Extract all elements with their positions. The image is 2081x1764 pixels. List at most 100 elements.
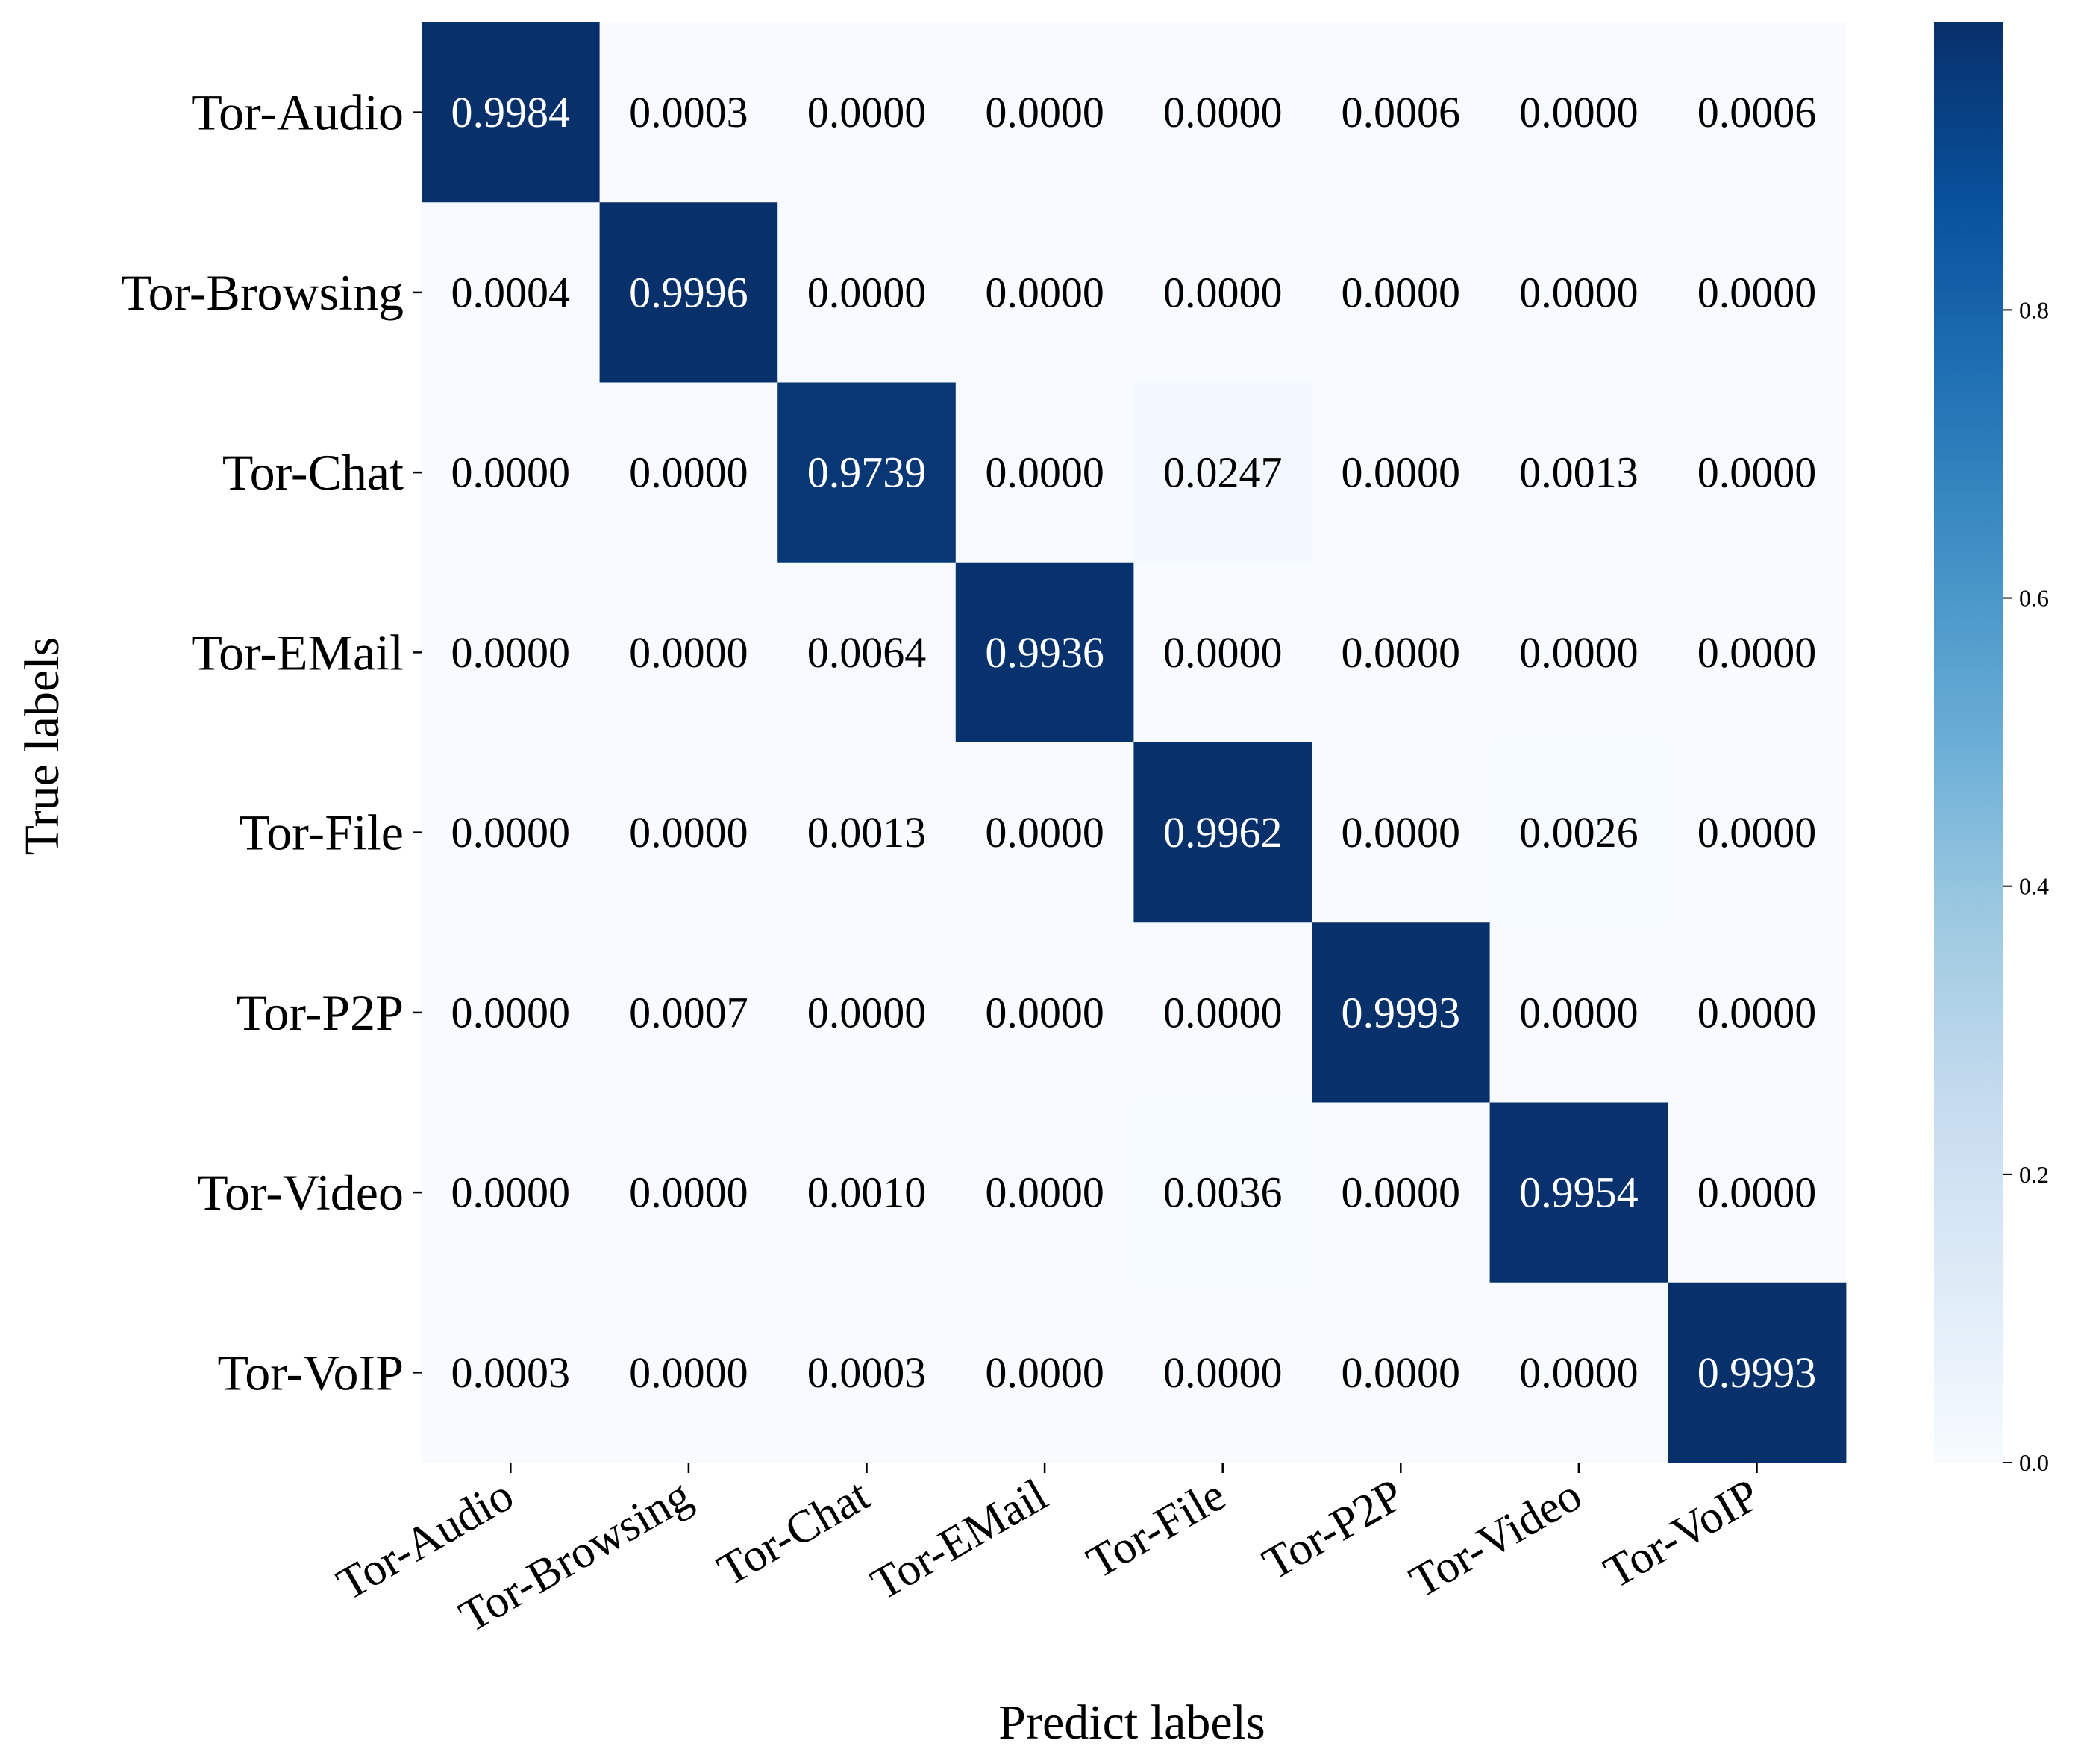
heatmap-cell bbox=[1668, 922, 1847, 1104]
heatmap-cell bbox=[1312, 22, 1491, 203]
cell-value-label: 0.9954 bbox=[1519, 1169, 1639, 1217]
heatmap-cell bbox=[777, 1102, 957, 1283]
x-tick-label: Tor-File bbox=[1079, 1469, 1234, 1588]
colorbar-tick-label: 0.8 bbox=[2019, 296, 2049, 323]
x-tick-label: Tor-EMail bbox=[863, 1469, 1056, 1610]
cell-value-label: 0.0000 bbox=[451, 628, 571, 677]
colorbar-tick-label: 0.6 bbox=[2019, 585, 2049, 612]
cell-value-label: 0.0000 bbox=[985, 1169, 1104, 1217]
y-tick-label: Tor-Browsing bbox=[121, 264, 404, 321]
heatmap-cell bbox=[955, 922, 1134, 1104]
heatmap-cell bbox=[1133, 742, 1312, 923]
cell-value-label: 0.0000 bbox=[1163, 628, 1283, 677]
cell-value-label: 0.0000 bbox=[1342, 1169, 1461, 1217]
cell-value-label: 0.0000 bbox=[1697, 988, 1817, 1036]
cell-value-label: 0.0000 bbox=[985, 88, 1104, 137]
cell-value-label: 0.9936 bbox=[985, 628, 1104, 677]
cell-value-label: 0.0000 bbox=[1163, 1348, 1283, 1397]
cell-value-label: 0.0000 bbox=[1342, 808, 1461, 857]
y-tick-label: Tor-EMail bbox=[191, 624, 404, 681]
heatmap-cell bbox=[1133, 922, 1312, 1104]
x-tick-label: Tor-Video bbox=[1401, 1469, 1590, 1607]
heatmap-cell bbox=[777, 382, 957, 563]
cell-value-label: 0.9962 bbox=[1163, 808, 1283, 857]
cell-value-label: 0.0000 bbox=[451, 1169, 571, 1217]
y-tick-label: Tor-VoIP bbox=[217, 1344, 404, 1401]
cell-value-label: 0.0000 bbox=[1519, 268, 1639, 316]
heatmap-cell bbox=[955, 1102, 1134, 1283]
heatmap-cell bbox=[1312, 382, 1491, 563]
cell-value-label: 0.0000 bbox=[1519, 628, 1639, 677]
heatmap-cell bbox=[1668, 562, 1847, 743]
heatmap-cell bbox=[422, 562, 601, 743]
heatmap-cell bbox=[1133, 22, 1312, 203]
x-tick-label: Tor-VoIP bbox=[1595, 1469, 1768, 1598]
cell-value-label: 0.0000 bbox=[1697, 628, 1817, 677]
cell-value-label: 0.0000 bbox=[807, 88, 927, 137]
heatmap-cell bbox=[1668, 382, 1847, 563]
heatmap-cell bbox=[1133, 562, 1312, 743]
x-tick-label: Tor-P2P bbox=[1254, 1469, 1412, 1589]
heatmap-cell bbox=[422, 922, 601, 1104]
heatmap-cell bbox=[955, 1282, 1134, 1463]
cell-value-label: 0.0000 bbox=[807, 268, 927, 316]
heatmap-cell bbox=[1312, 922, 1491, 1104]
cell-value-label: 0.0000 bbox=[1342, 628, 1461, 677]
cell-value-label: 0.0006 bbox=[1697, 88, 1817, 137]
cell-value-label: 0.0000 bbox=[1697, 448, 1817, 497]
heatmap-cell bbox=[1133, 1102, 1312, 1283]
cell-value-label: 0.0000 bbox=[985, 448, 1104, 497]
heatmap-cell bbox=[1489, 382, 1668, 563]
heatmap-cell bbox=[1133, 382, 1312, 563]
cell-value-label: 0.0000 bbox=[1697, 268, 1817, 316]
heatmap-cell bbox=[777, 742, 957, 923]
cell-value-labels: 0.9984 0.0003 0.0000 0.0000 0.0000 0.0006 0.00… bbox=[451, 88, 1817, 1397]
cell-value-label: 0.0000 bbox=[1697, 808, 1817, 857]
cell-value-label: 0.0000 bbox=[1163, 88, 1283, 137]
heatmap-cell bbox=[777, 22, 957, 203]
cell-value-label: 0.0006 bbox=[1342, 88, 1461, 137]
x-axis-title: Predict labels bbox=[998, 1695, 1265, 1750]
heatmap-cell bbox=[1668, 742, 1847, 923]
heatmap-cell bbox=[1312, 1102, 1491, 1283]
cell-value-label: 0.0000 bbox=[629, 808, 748, 857]
heatmap-cell bbox=[422, 22, 601, 203]
heatmap-cell bbox=[955, 202, 1134, 384]
heatmap-cell bbox=[1668, 1102, 1847, 1283]
cell-value-label: 0.0000 bbox=[629, 1348, 748, 1397]
heatmap-cell bbox=[599, 562, 778, 743]
heatmap-cell bbox=[422, 202, 601, 384]
cell-value-label: 0.0000 bbox=[1519, 88, 1639, 137]
cell-value-label: 0.0036 bbox=[1163, 1169, 1283, 1217]
colorbar-tick-label: 0.0 bbox=[2019, 1449, 2049, 1476]
cell-value-label: 0.0064 bbox=[807, 628, 927, 677]
heatmap-cell bbox=[955, 562, 1134, 743]
heatmap-cell bbox=[777, 562, 957, 743]
heatmap-cell bbox=[1133, 1282, 1312, 1463]
heatmap-cell bbox=[1489, 562, 1668, 743]
cell-value-label: 0.0000 bbox=[1342, 268, 1461, 316]
heatmap-cell bbox=[599, 1102, 778, 1283]
y-tick-label: Tor-File bbox=[239, 804, 404, 861]
cell-value-label: 0.0000 bbox=[629, 1169, 748, 1217]
heatmap-cell bbox=[599, 742, 778, 923]
cell-value-label: 0.0013 bbox=[1519, 448, 1639, 497]
heatmap-cell bbox=[955, 22, 1134, 203]
heatmap-cell bbox=[1489, 1282, 1668, 1463]
heatmap-cell bbox=[1312, 562, 1491, 743]
cell-value-label: 0.0000 bbox=[451, 988, 571, 1036]
heatmap-cell bbox=[1668, 22, 1847, 203]
y-tick-label: Tor-Video bbox=[197, 1164, 404, 1221]
cell-value-label: 0.0247 bbox=[1163, 448, 1283, 497]
cell-value-label: 0.0003 bbox=[451, 1348, 571, 1397]
colorbar-bar bbox=[1934, 22, 2003, 1463]
y-tick-label: Tor-Chat bbox=[222, 444, 404, 501]
cell-value-label: 0.0000 bbox=[1342, 1348, 1461, 1397]
heatmap-cell bbox=[1489, 202, 1668, 384]
heatmap-cell bbox=[1668, 202, 1847, 384]
heatmap-cell bbox=[422, 382, 601, 563]
heatmap-cell bbox=[1489, 742, 1668, 923]
heatmap-cell bbox=[955, 742, 1134, 923]
y-tick-label: Tor-Audio bbox=[191, 84, 404, 141]
